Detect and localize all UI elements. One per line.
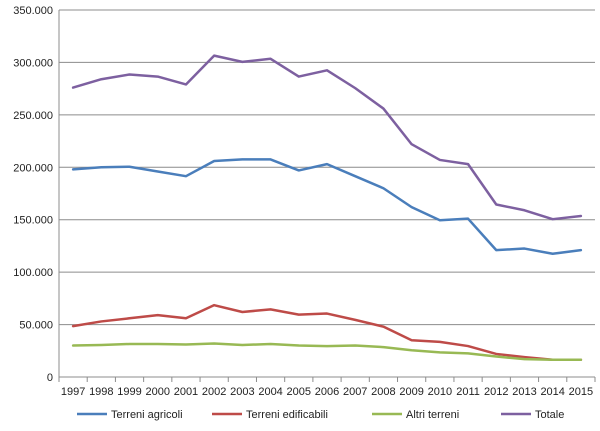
y-axis-ticks: 0 50.000 100.000 150.000 200.000 250.000 300.0… [13,5,53,384]
series-line-terreni-agricoli [71,158,583,256]
y-tick-label: 350.000 [13,5,53,17]
y-tick-label: 300.000 [13,57,53,69]
legend-label-totale: Totale [535,409,564,421]
x-tick-label: 2005 [287,386,311,398]
x-tick-label: 2006 [315,386,339,398]
y-tick-label: 150.000 [13,215,53,227]
gridlines [59,9,595,326]
x-tick-label: 2012 [484,386,508,398]
x-tick-label: 2000 [145,386,169,398]
y-tick-label: 100.000 [13,267,53,279]
series-line-totale [71,54,583,221]
x-tick-label: 2011 [456,386,480,398]
x-tick-label: 1997 [61,386,85,398]
x-tick-label: 1999 [117,386,141,398]
series-line-terreni-edificabili [71,303,583,361]
x-axis [58,10,596,382]
y-tick-label: 200.000 [13,162,53,174]
x-tick-label: 2007 [343,386,367,398]
y-tick-label: 0 [47,372,53,384]
x-tick-label: 1998 [89,386,113,398]
legend: Terreni agricoli Terreni edificabili Altri… [77,409,564,421]
x-tick-label: 2010 [428,386,452,398]
x-tick-label: 2001 [174,386,198,398]
x-tick-label: 2003 [230,386,254,398]
x-tick-label: 2008 [371,386,395,398]
legend-label-altri-terreni: Altri terreni [406,409,459,421]
x-tick-label: 2014 [540,386,564,398]
legend-label-terreni-agricoli: Terreni agricoli [111,409,183,421]
x-axis-ticks: 1997 1998 1999 2000 2001 2002 2003 2004 2005 2006… [61,386,593,398]
series-line-altri-terreni [71,342,583,361]
x-tick-label: 2004 [258,386,282,398]
x-tick-label: 2013 [512,386,536,398]
x-tick-label: 2015 [569,386,593,398]
legend-label-terreni-edificabili: Terreni edificabili [246,409,328,421]
x-tick-label: 2002 [202,386,226,398]
x-tick-label: 2009 [399,386,423,398]
y-tick-label: 250.000 [13,110,53,122]
series-lines [71,54,583,361]
y-tick-label: 50.000 [19,320,53,332]
